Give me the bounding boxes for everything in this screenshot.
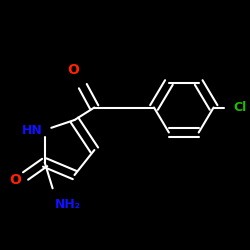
Text: HN: HN [22, 124, 42, 136]
Text: O: O [68, 64, 80, 78]
Text: NH₂: NH₂ [55, 198, 81, 210]
Text: Cl: Cl [234, 101, 247, 114]
Text: O: O [9, 173, 21, 187]
